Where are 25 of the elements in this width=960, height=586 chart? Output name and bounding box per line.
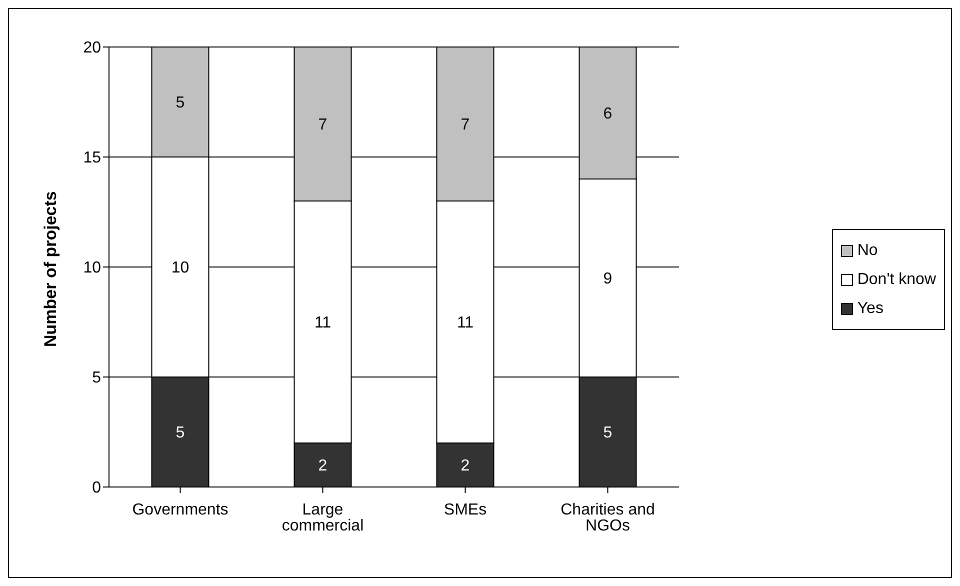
data-label: 11 bbox=[456, 314, 474, 332]
y-tick-label: 15 bbox=[83, 150, 102, 167]
data-label: 2 bbox=[460, 458, 470, 475]
data-label: 2 bbox=[318, 458, 328, 475]
x-tick-label: Large commercial bbox=[282, 501, 364, 534]
legend-label: No bbox=[857, 241, 878, 261]
data-label: 9 bbox=[603, 270, 612, 288]
data-label: 11 bbox=[314, 314, 332, 332]
y-tick-label: 0 bbox=[92, 480, 102, 497]
data-label: 10 bbox=[171, 260, 190, 277]
legend-label: Yes bbox=[857, 299, 884, 319]
data-label: 6 bbox=[603, 106, 612, 123]
y-tick-label: 10 bbox=[83, 260, 102, 277]
data-label: 7 bbox=[318, 116, 328, 134]
y-tick-label: 5 bbox=[92, 370, 102, 387]
y-tick-label: 20 bbox=[83, 40, 102, 57]
x-tick-label: SMEs bbox=[444, 501, 487, 518]
legend-label: Don't know bbox=[857, 270, 936, 290]
data-label: 5 bbox=[603, 424, 612, 442]
data-label: 7 bbox=[460, 116, 470, 134]
y-axis-title: Number of projects bbox=[41, 191, 60, 347]
data-label: 5 bbox=[176, 424, 185, 442]
x-tick-label: Governments bbox=[132, 501, 228, 518]
data-label: 5 bbox=[176, 94, 185, 112]
x-tick-label: Charities and NGOs bbox=[560, 501, 655, 534]
